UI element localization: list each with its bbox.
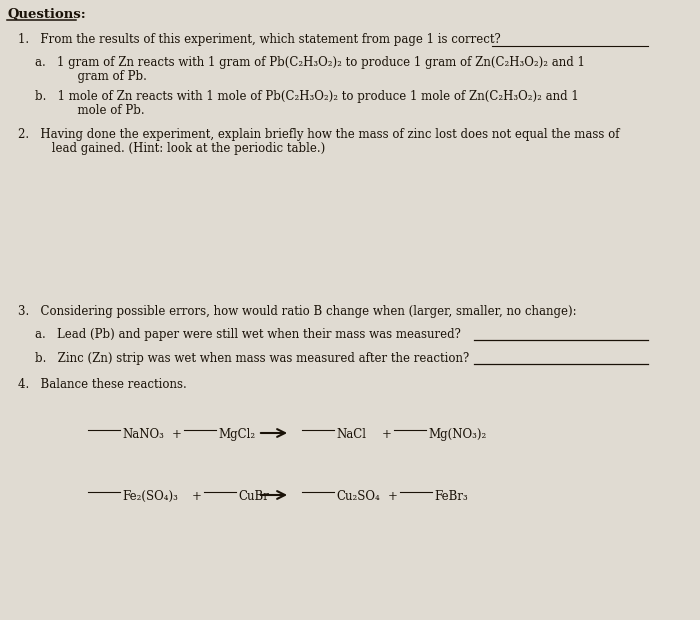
Text: a.   Lead (Pb) and paper were still wet when their mass was measured?: a. Lead (Pb) and paper were still wet wh… [35,328,461,341]
Text: Mg(NO₃)₂: Mg(NO₃)₂ [428,428,486,441]
Text: b.   1 mole of Zn reacts with 1 mole of Pb(C₂H₃O₂)₂ to produce 1 mole of Zn(C₂H₃: b. 1 mole of Zn reacts with 1 mole of Pb… [35,90,579,103]
Text: 3.   Considering possible errors, how would ratio B change when (larger, smaller: 3. Considering possible errors, how woul… [18,305,577,318]
Text: FeBr₃: FeBr₃ [434,490,468,503]
Text: 4.   Balance these reactions.: 4. Balance these reactions. [18,378,187,391]
Text: a.   1 gram of Zn reacts with 1 gram of Pb(C₂H₃O₂)₂ to produce 1 gram of Zn(C₂H₃: a. 1 gram of Zn reacts with 1 gram of Pb… [35,56,585,69]
Text: +: + [388,490,398,503]
Text: mole of Pb.: mole of Pb. [55,104,145,117]
Text: 2.   Having done the experiment, explain briefly how the mass of zinc lost does : 2. Having done the experiment, explain b… [18,128,620,141]
Text: gram of Pb.: gram of Pb. [55,70,147,83]
Text: 1.   From the results of this experiment, which statement from page 1 is correct: 1. From the results of this experiment, … [18,33,500,46]
Text: CuBr: CuBr [238,490,269,503]
Text: NaNO₃: NaNO₃ [122,428,164,441]
Text: b.   Zinc (Zn) strip was wet when mass was measured after the reaction?: b. Zinc (Zn) strip was wet when mass was… [35,352,469,365]
Text: +: + [382,428,392,441]
Text: Fe₂(SO₄)₃: Fe₂(SO₄)₃ [122,490,178,503]
Text: Cu₂SO₄: Cu₂SO₄ [336,490,379,503]
Text: +: + [192,490,202,503]
Text: NaCl: NaCl [336,428,366,441]
Text: lead gained. (Hint: look at the periodic table.): lead gained. (Hint: look at the periodic… [33,142,326,155]
Text: MgCl₂: MgCl₂ [218,428,255,441]
Text: +: + [172,428,182,441]
Text: Questions:: Questions: [7,8,85,21]
